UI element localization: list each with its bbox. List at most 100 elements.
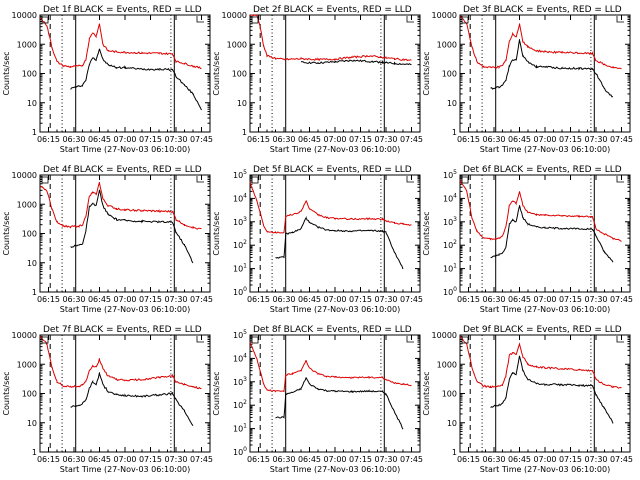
corner-box-mark bbox=[251, 336, 259, 344]
x-tick-label: 07:00 bbox=[113, 455, 136, 464]
panel-title: Det 5f BLACK = Events, RED = LLD bbox=[253, 165, 412, 175]
x-tick-label: 06:45 bbox=[88, 295, 111, 304]
x-tick-label: 06:15 bbox=[247, 295, 270, 304]
corner-bracket-mark bbox=[616, 336, 624, 343]
y-tick-label: 102 bbox=[233, 399, 247, 410]
x-tick-label: 06:30 bbox=[482, 295, 505, 304]
y-tick-label: 1 bbox=[32, 128, 37, 137]
x-tick-label: 06:45 bbox=[298, 455, 321, 464]
x-tick-label: 06:30 bbox=[272, 295, 295, 304]
x-tick-label: 07:30 bbox=[584, 295, 607, 304]
y-tick-label: 1000 bbox=[17, 40, 37, 49]
events-series-line bbox=[275, 215, 404, 270]
y-axis-label: Counts/sec bbox=[422, 51, 431, 95]
x-tick-label: 06:45 bbox=[508, 455, 531, 464]
x-axis-label: Start Time (27-Nov-03 06:10:00) bbox=[480, 305, 610, 314]
panel-title: Det 1f BLACK = Events, RED = LLD bbox=[43, 5, 202, 15]
x-tick-label: 07:45 bbox=[190, 295, 213, 304]
plot-frame bbox=[39, 334, 211, 453]
plot-frame bbox=[249, 334, 421, 453]
x-tick-label: 07:30 bbox=[374, 135, 397, 144]
x-tick-label: 07:15 bbox=[139, 135, 162, 144]
y-tick-label: 1 bbox=[452, 448, 457, 457]
x-tick-label: 06:30 bbox=[482, 455, 505, 464]
corner-bracket-mark bbox=[196, 176, 204, 183]
plot-frame bbox=[249, 14, 421, 133]
x-tick-label: 07:30 bbox=[374, 295, 397, 304]
y-tick-label: 105 bbox=[233, 329, 247, 340]
x-tick-label: 07:00 bbox=[533, 135, 556, 144]
x-tick-label: 06:30 bbox=[272, 455, 295, 464]
x-tick-label: 06:30 bbox=[272, 135, 295, 144]
panel-title: Det 6f BLACK = Events, RED = LLD bbox=[463, 165, 622, 175]
x-tick-label: 07:30 bbox=[584, 135, 607, 144]
corner-box-mark bbox=[41, 336, 49, 344]
x-tick-label: 06:30 bbox=[62, 135, 85, 144]
panel-title: Det 7f BLACK = Events, RED = LLD bbox=[43, 325, 202, 335]
y-tick-label: 100 bbox=[442, 70, 457, 79]
corner-bracket-mark bbox=[196, 336, 204, 343]
lld-series-line bbox=[249, 342, 412, 393]
x-tick-label: 07:15 bbox=[139, 295, 162, 304]
plot-frame bbox=[249, 174, 421, 293]
corner-box-mark bbox=[461, 336, 469, 344]
events-series-line bbox=[300, 59, 412, 66]
y-axis-label: Counts/sec bbox=[422, 211, 431, 255]
x-axis-label: Start Time (27-Nov-03 06:10:00) bbox=[270, 465, 400, 474]
corner-box-mark bbox=[461, 16, 469, 24]
y-tick-label: 10 bbox=[447, 99, 457, 108]
y-tick-label: 10 bbox=[27, 259, 37, 268]
events-series-line bbox=[490, 355, 614, 424]
x-tick-label: 06:15 bbox=[247, 135, 270, 144]
detector-panel: Det 2f BLACK = Events, RED = LLD 1 10 100 10… bbox=[212, 5, 423, 154]
corner-bracket-mark bbox=[616, 176, 624, 183]
y-tick-label: 100 bbox=[22, 390, 37, 399]
events-series-line bbox=[70, 48, 202, 111]
y-tick-label: 101 bbox=[443, 263, 457, 274]
lld-series-line bbox=[459, 179, 622, 242]
x-tick-label: 06:15 bbox=[37, 455, 60, 464]
detector-panel: Det 8f BLACK = Events, RED = LLD 100 101 10… bbox=[212, 325, 423, 474]
x-tick-label: 07:45 bbox=[610, 455, 633, 464]
y-tick-label: 100 bbox=[442, 390, 457, 399]
y-axis-label: Counts/sec bbox=[2, 51, 11, 95]
x-tick-label: 07:30 bbox=[164, 295, 187, 304]
x-tick-label: 06:15 bbox=[37, 135, 60, 144]
x-tick-label: 07:00 bbox=[323, 295, 346, 304]
x-tick-label: 07:45 bbox=[400, 135, 423, 144]
y-tick-label: 1000 bbox=[227, 40, 247, 49]
lld-series-line bbox=[39, 181, 202, 230]
panel-title: Det 4f BLACK = Events, RED = LLD bbox=[43, 165, 202, 175]
x-tick-label: 07:45 bbox=[400, 455, 423, 464]
detector-panel: Det 5f BLACK = Events, RED = LLD 100 101 10… bbox=[212, 165, 423, 314]
x-tick-label: 06:15 bbox=[247, 455, 270, 464]
x-tick-label: 06:15 bbox=[457, 135, 480, 144]
x-tick-label: 07:30 bbox=[164, 135, 187, 144]
plot-frame bbox=[459, 14, 631, 133]
x-tick-label: 07:30 bbox=[164, 455, 187, 464]
x-tick-label: 07:00 bbox=[533, 295, 556, 304]
x-tick-label: 07:15 bbox=[559, 455, 582, 464]
y-tick-label: 1 bbox=[32, 288, 37, 297]
y-tick-label: 1 bbox=[32, 448, 37, 457]
y-tick-label: 103 bbox=[233, 376, 247, 387]
y-tick-label: 100 bbox=[233, 446, 247, 457]
x-tick-label: 07:15 bbox=[349, 295, 372, 304]
x-tick-label: 07:45 bbox=[610, 295, 633, 304]
x-tick-label: 07:00 bbox=[323, 135, 346, 144]
y-tick-label: 10000 bbox=[222, 11, 247, 20]
panel-title: Det 8f BLACK = Events, RED = LLD bbox=[253, 325, 412, 335]
y-axis-label: Counts/sec bbox=[212, 211, 221, 255]
detector-panel: Det 6f BLACK = Events, RED = LLD 100 101 10… bbox=[422, 165, 633, 314]
detector-panel: Det 9f BLACK = Events, RED = LLD 1 10 100 10… bbox=[422, 325, 633, 474]
x-tick-label: 07:15 bbox=[349, 455, 372, 464]
x-tick-label: 07:45 bbox=[400, 295, 423, 304]
x-tick-label: 06:15 bbox=[457, 455, 480, 464]
y-tick-label: 105 bbox=[233, 169, 247, 180]
plot-frame bbox=[39, 14, 211, 133]
x-tick-label: 06:30 bbox=[62, 295, 85, 304]
x-tick-label: 07:45 bbox=[190, 455, 213, 464]
corner-bracket-mark bbox=[406, 336, 414, 343]
y-tick-label: 1000 bbox=[437, 40, 457, 49]
x-tick-label: 07:00 bbox=[533, 455, 556, 464]
